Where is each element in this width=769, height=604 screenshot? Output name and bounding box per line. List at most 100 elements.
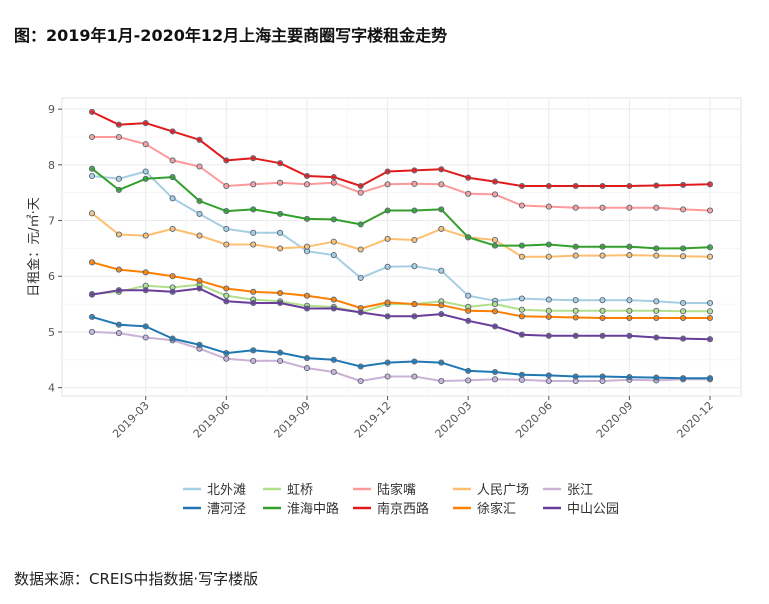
data-point [465, 234, 472, 241]
data-point [491, 236, 499, 244]
data-point [572, 297, 579, 304]
data-point [330, 216, 337, 223]
data-point [518, 313, 525, 320]
series-漕河泾 [88, 313, 714, 382]
series-line [91, 110, 711, 187]
legend-label: 北外滩 [207, 483, 246, 498]
data-point [706, 181, 714, 188]
data-point [599, 373, 606, 380]
data-point [572, 332, 579, 339]
data-point [250, 357, 257, 364]
data-point [680, 181, 687, 188]
data-point [277, 299, 284, 307]
data-point [626, 243, 633, 250]
data-point [438, 359, 445, 366]
legend-item: 陆家嘴 [353, 482, 416, 498]
data-point [303, 215, 311, 222]
data-point [303, 365, 311, 372]
data-point [465, 317, 472, 324]
data-point [88, 210, 96, 217]
data-point [223, 182, 230, 190]
series-lines [88, 108, 714, 385]
chart-title: 图：2019年1月-2020年12月上海主要商圈写字楼租金走势 [14, 26, 448, 45]
legend-label: 人民广场 [477, 483, 529, 498]
data-point [357, 309, 364, 316]
series-line [91, 261, 710, 319]
data-point [599, 204, 606, 211]
data-point [223, 298, 230, 305]
series-line [91, 212, 711, 258]
data-point [303, 172, 311, 180]
series-陆家嘴 [88, 133, 714, 214]
data-point [303, 243, 311, 250]
data-point [411, 263, 418, 270]
legend-item: 人民广场 [453, 483, 529, 498]
data-point [169, 225, 176, 232]
legend-label: 中山公园 [567, 502, 619, 517]
data-point [599, 307, 606, 314]
data-point [142, 175, 149, 182]
data-point [142, 323, 149, 330]
data-point [223, 157, 230, 164]
data-point [599, 314, 606, 322]
x-tick-label: 2020-09 [594, 399, 636, 441]
data-point [680, 335, 687, 342]
data-point [706, 308, 714, 315]
data-point [465, 190, 472, 197]
series-北外滩 [88, 168, 714, 307]
data-point [196, 210, 203, 217]
series-line [91, 287, 711, 341]
data-point [303, 305, 311, 312]
data-point [680, 308, 687, 315]
data-point [438, 181, 445, 188]
data-point [196, 197, 203, 205]
data-point [653, 252, 660, 259]
series-line [91, 315, 710, 380]
data-point [626, 182, 633, 190]
data-point [223, 241, 230, 248]
series-人民广场 [88, 210, 714, 260]
data-point [411, 167, 418, 174]
data-point [330, 238, 337, 245]
data-point [142, 269, 149, 276]
data-point [384, 168, 391, 175]
data-point [277, 289, 284, 297]
data-point [384, 235, 391, 242]
data-point [680, 375, 687, 382]
data-point [599, 182, 606, 190]
data-point [303, 355, 311, 362]
data-point [518, 306, 525, 313]
series-line [91, 170, 710, 304]
data-point [572, 243, 579, 250]
data-point [653, 204, 660, 211]
data-point [115, 186, 122, 193]
data-point [599, 252, 606, 259]
data-point [626, 374, 633, 381]
data-point [706, 375, 714, 382]
data-point [706, 207, 714, 214]
data-point [465, 367, 472, 374]
legend-item: 虹桥 [263, 483, 313, 498]
data-point [115, 133, 122, 141]
data-point [196, 285, 203, 292]
series-徐家汇 [88, 259, 714, 322]
y-tick-label: 4 [48, 382, 55, 395]
data-point [465, 292, 472, 299]
data-point [491, 323, 499, 330]
legend-item: 中山公园 [543, 502, 619, 517]
data-point [357, 221, 364, 228]
series-line [91, 167, 711, 250]
legend-item: 漕河泾 [183, 502, 246, 517]
x-tick-label: 2020-03 [433, 399, 475, 441]
x-tick-label: 2019-03 [110, 399, 152, 441]
data-point [518, 371, 525, 378]
data-point [169, 157, 176, 164]
data-point [223, 285, 230, 292]
data-point [518, 376, 525, 383]
data-point [491, 242, 499, 249]
data-point [438, 311, 445, 318]
data-point [303, 181, 311, 188]
data-point [545, 377, 552, 385]
data-point [196, 232, 203, 239]
data-point [653, 314, 660, 322]
